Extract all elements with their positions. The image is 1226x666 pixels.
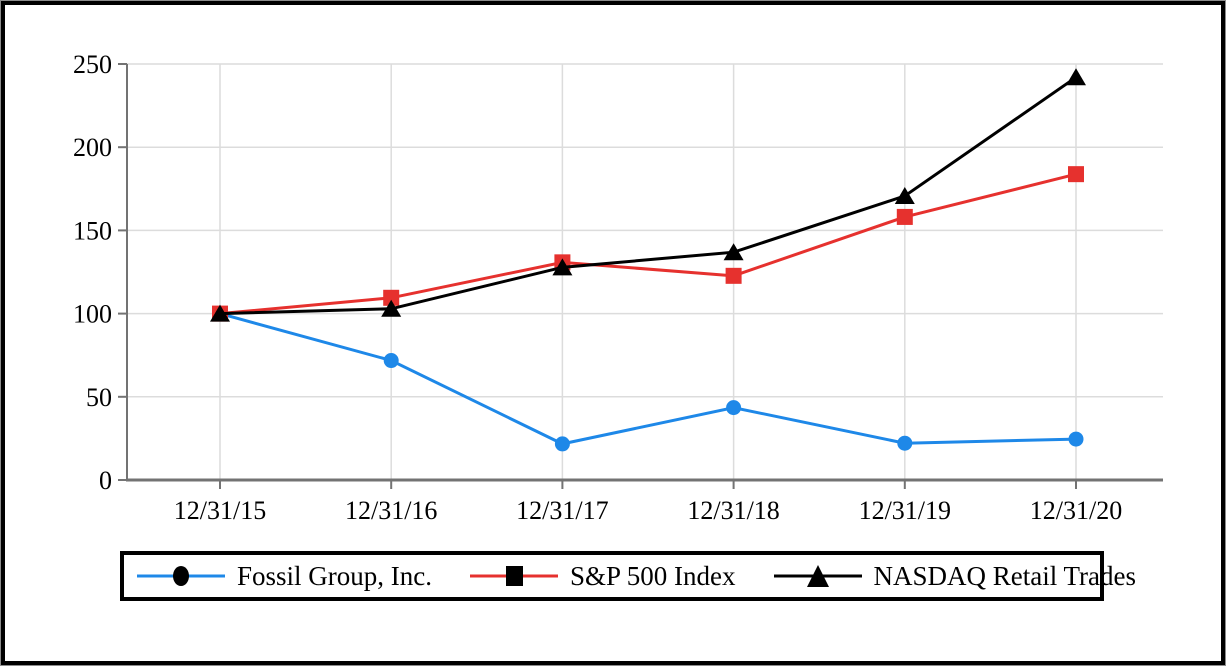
data-point-nasdaq-retail-trades [723, 243, 744, 261]
data-point-fossil-group-inc [897, 435, 913, 451]
data-point-nasdaq-retail-trades [894, 186, 915, 204]
data-point-fossil-group-inc [726, 400, 742, 416]
x-tick-label: 12/31/18 [687, 496, 779, 525]
triangle-marker-icon [773, 565, 862, 587]
x-tick-label: 12/31/17 [516, 496, 608, 525]
data-point-s-p-500-index [896, 208, 913, 225]
legend-label-nasdaq-retail: NASDAQ Retail Trades [873, 560, 1137, 591]
data-point-nasdaq-retail-trades [552, 258, 573, 276]
data-point-nasdaq-retail-trades [381, 299, 402, 317]
legend-item-sp500: S&P 500 Index [470, 560, 736, 591]
y-tick-label: 150 [73, 216, 112, 245]
data-point-s-p-500-index [725, 267, 742, 284]
legend-label-fossil-group: Fossil Group, Inc. [237, 560, 432, 591]
legend-label-sp500: S&P 500 Index [570, 560, 736, 591]
data-point-s-p-500-index [1068, 166, 1084, 183]
y-tick-label: 200 [73, 133, 112, 162]
y-tick-label: 50 [86, 383, 112, 412]
series-line-s-p-500-index [219, 172, 1077, 316]
legend-item-nasdaq-retail: NASDAQ Retail Trades [773, 560, 1137, 591]
circle-marker-icon [137, 566, 225, 586]
data-point-nasdaq-retail-trades [210, 304, 230, 322]
square-marker-icon [470, 566, 558, 586]
x-tick-label: 12/31/15 [174, 496, 266, 525]
data-point-fossil-group-inc [383, 353, 399, 369]
x-tick-label: 12/31/19 [859, 496, 951, 525]
series-line-nasdaq-retail-trades [219, 76, 1077, 316]
series-line-fossil-group-inc [219, 312, 1077, 446]
x-tick-label: 12/31/20 [1030, 496, 1122, 525]
data-point-s-p-500-index [383, 289, 400, 306]
legend: Fossil Group, Inc. S&P 500 Index NASDAQ … [120, 551, 1136, 601]
y-tick-label: 100 [73, 300, 112, 329]
y-tick-label: 250 [73, 50, 112, 79]
data-point-fossil-group-inc [554, 436, 570, 452]
data-point-fossil-group-inc [1068, 431, 1084, 447]
data-point-nasdaq-retail-trades [1066, 68, 1086, 86]
x-tick-label: 12/31/16 [345, 496, 437, 525]
y-tick-label: 0 [99, 466, 112, 495]
legend-item-fossil-group: Fossil Group, Inc. [137, 560, 432, 591]
